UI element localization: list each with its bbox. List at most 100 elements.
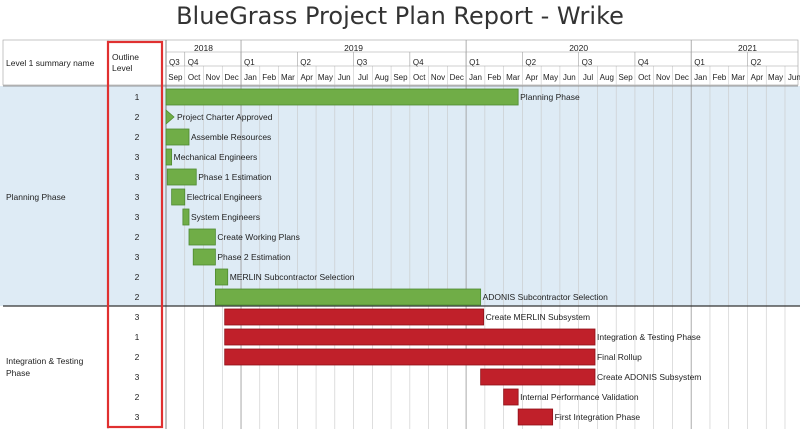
outline-level-value: 2 xyxy=(135,392,140,402)
integration-group-background xyxy=(0,306,800,429)
month-tick-label: Apr xyxy=(526,73,539,82)
month-tick-label: Apr xyxy=(751,73,764,82)
month-tick-label: Mar xyxy=(281,73,295,82)
month-tick-label: Nov xyxy=(656,73,670,82)
task-bar xyxy=(165,148,173,166)
outline-level-value: 3 xyxy=(135,172,140,182)
task-bar xyxy=(182,208,190,226)
task-label: Phase 1 Estimation xyxy=(198,172,272,182)
task-label: Planning Phase xyxy=(520,92,580,102)
month-tick-label: Feb xyxy=(262,73,276,82)
year-tick-label: 2019 xyxy=(344,43,363,53)
month-tick-label: Feb xyxy=(487,73,501,82)
outline-level-value: 3 xyxy=(135,412,140,422)
month-tick-label: Dec xyxy=(450,73,464,82)
task-label: Electrical Engineers xyxy=(187,192,262,202)
task-bar xyxy=(224,348,596,366)
outline-level-value: 3 xyxy=(135,372,140,382)
month-tick-label: Jun xyxy=(788,73,800,82)
quarter-tick-label: Q1 xyxy=(244,58,255,67)
task-bar xyxy=(214,268,229,286)
month-tick-label: Sep xyxy=(618,73,633,82)
group-name-label: Phase xyxy=(6,368,30,378)
task-bar xyxy=(480,368,596,386)
month-tick-label: Oct xyxy=(188,73,201,82)
outline-level-value: 2 xyxy=(135,132,140,142)
outline-level-value: 3 xyxy=(135,252,140,262)
task-label: Create ADONIS Subsystem xyxy=(597,372,701,382)
task-label: Create MERLIN Subsystem xyxy=(486,312,590,322)
month-tick-label: Jul xyxy=(583,73,593,82)
task-bar xyxy=(214,288,482,306)
quarter-tick-label: Q3 xyxy=(582,58,593,67)
task-label: System Engineers xyxy=(191,212,260,222)
month-tick-label: Mar xyxy=(731,73,745,82)
month-tick-label: May xyxy=(768,73,783,82)
quarter-tick-label: Q4 xyxy=(413,58,424,67)
month-tick-label: Jun xyxy=(563,73,576,82)
quarter-tick-label: Q3 xyxy=(357,58,368,67)
outline-level-value: 2 xyxy=(135,232,140,242)
month-tick-label: Mar xyxy=(506,73,520,82)
task-label: Create Working Plans xyxy=(217,232,300,242)
outline-column-header: Level xyxy=(112,63,132,73)
month-tick-label: Dec xyxy=(225,73,239,82)
task-bar xyxy=(165,88,519,106)
outline-level-value: 1 xyxy=(135,92,140,102)
month-tick-label: Jun xyxy=(338,73,351,82)
quarter-tick-label: Q4 xyxy=(188,58,199,67)
month-tick-label: Sep xyxy=(168,73,183,82)
group-name-label: Planning Phase xyxy=(6,192,66,202)
task-bar xyxy=(188,228,216,246)
month-tick-label: Jan xyxy=(469,73,482,82)
task-bar xyxy=(171,188,186,206)
outline-level-value: 3 xyxy=(135,312,140,322)
outline-column-highlight xyxy=(106,40,164,429)
quarter-tick-label: Q3 xyxy=(169,58,180,67)
task-label: Mechanical Engineers xyxy=(174,152,258,162)
group-name-label: Integration & Testing xyxy=(6,356,84,366)
summary-column-header: Level 1 summary name xyxy=(6,58,95,68)
task-label: Assemble Resources xyxy=(191,132,271,142)
task-bar xyxy=(166,168,197,186)
task-bar xyxy=(517,408,554,426)
task-bar xyxy=(224,308,485,326)
milestone-marker xyxy=(165,109,175,125)
outline-level-value: 2 xyxy=(135,112,140,122)
outline-level-value: 3 xyxy=(135,192,140,202)
task-label: First Integration Phase xyxy=(555,412,641,422)
month-tick-label: Nov xyxy=(431,73,445,82)
task-label: ADONIS Subcontractor Selection xyxy=(483,292,608,302)
outline-level-value: 2 xyxy=(135,292,140,302)
month-tick-label: Feb xyxy=(712,73,726,82)
outline-level-value: 3 xyxy=(135,152,140,162)
month-tick-label: Oct xyxy=(638,73,651,82)
month-tick-label: Oct xyxy=(413,73,426,82)
month-tick-label: Jul xyxy=(358,73,368,82)
task-bar xyxy=(503,388,519,406)
month-tick-label: Apr xyxy=(300,73,313,82)
month-tick-label: Aug xyxy=(600,73,614,82)
timeline-header xyxy=(2,39,799,86)
month-tick-label: Nov xyxy=(206,73,220,82)
quarter-tick-label: Q2 xyxy=(525,58,536,67)
quarter-tick-label: Q2 xyxy=(300,58,311,67)
outline-column-header: Outline xyxy=(112,52,139,62)
task-label: Phase 2 Estimation xyxy=(217,252,291,262)
quarter-tick-label: Q4 xyxy=(638,58,649,67)
planning-group-background xyxy=(0,86,800,306)
page-title: BlueGrass Project Plan Report - Wrike xyxy=(176,2,624,30)
outline-level-value: 3 xyxy=(135,212,140,222)
month-tick-label: Jan xyxy=(244,73,257,82)
task-label: Internal Performance Validation xyxy=(520,392,639,402)
month-tick-label: Sep xyxy=(393,73,408,82)
task-bar xyxy=(192,248,216,266)
task-bar xyxy=(224,328,596,346)
task-label: Integration & Testing Phase xyxy=(597,332,701,342)
outline-level-value: 2 xyxy=(135,352,140,362)
task-label: Final Rollup xyxy=(597,352,642,362)
outline-level-value: 2 xyxy=(135,272,140,282)
month-tick-label: Jan xyxy=(694,73,707,82)
quarter-tick-label: Q1 xyxy=(694,58,705,67)
